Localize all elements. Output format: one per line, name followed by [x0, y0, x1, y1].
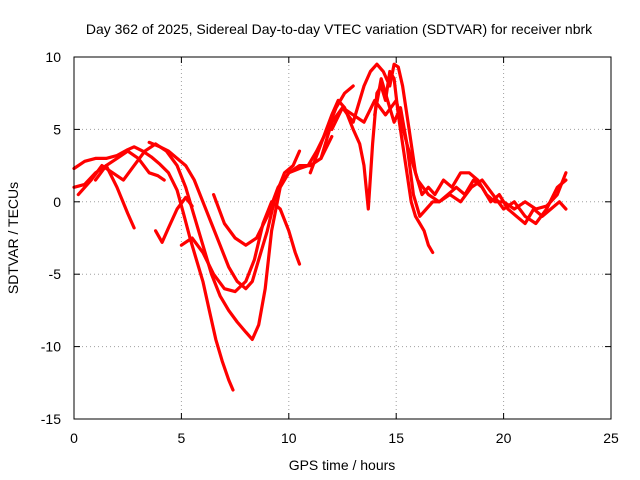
- y-tick-label: 10: [45, 49, 61, 65]
- x-tick-label: 10: [281, 430, 297, 446]
- data-series-group: [72, 62, 568, 392]
- series-line-track-1: [72, 145, 235, 392]
- series-line-track-7: [179, 200, 302, 294]
- series-line-track-10: [330, 62, 568, 211]
- y-tick-label: -10: [41, 339, 61, 355]
- x-tick-label: 15: [388, 430, 404, 446]
- series-line-track-2: [72, 164, 136, 230]
- grid-lines: [74, 57, 611, 419]
- axis-ticks: 0 5 10 15 20 25 10 5 0 -5 -10 -15: [41, 49, 619, 446]
- y-tick-label: 0: [53, 194, 61, 210]
- x-tick-label: 5: [178, 430, 186, 446]
- series-line-track-11: [373, 77, 568, 226]
- y-axis-label: SDTVAR / TECUs: [5, 182, 21, 294]
- x-tick-label: 25: [603, 430, 619, 446]
- y-tick-label: 5: [53, 121, 61, 137]
- series-line-track-6: [154, 195, 194, 244]
- x-tick-label: 0: [70, 430, 78, 446]
- series-line-track-3: [76, 84, 355, 341]
- series-line-track-12: [319, 98, 568, 226]
- series-line-track-4: [93, 149, 166, 182]
- chart-title: Day 362 of 2025, Sidereal Day-to-day VTE…: [86, 21, 593, 37]
- x-tick-label: 20: [496, 430, 512, 446]
- x-axis-label: GPS time / hours: [289, 457, 396, 473]
- y-tick-label: -5: [49, 266, 62, 282]
- y-tick-label: -15: [41, 411, 61, 427]
- plot-frame: [73, 56, 612, 420]
- series-line-track-5: [147, 140, 302, 291]
